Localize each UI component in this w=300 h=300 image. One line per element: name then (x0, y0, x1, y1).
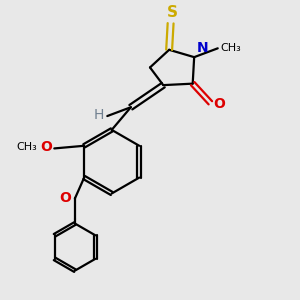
Text: CH₃: CH₃ (16, 142, 37, 152)
Text: CH₃: CH₃ (221, 43, 242, 53)
Text: S: S (167, 5, 178, 20)
Text: O: O (40, 140, 52, 154)
Text: O: O (213, 97, 225, 111)
Text: O: O (59, 191, 71, 205)
Text: N: N (197, 41, 209, 55)
Text: H: H (93, 108, 104, 122)
